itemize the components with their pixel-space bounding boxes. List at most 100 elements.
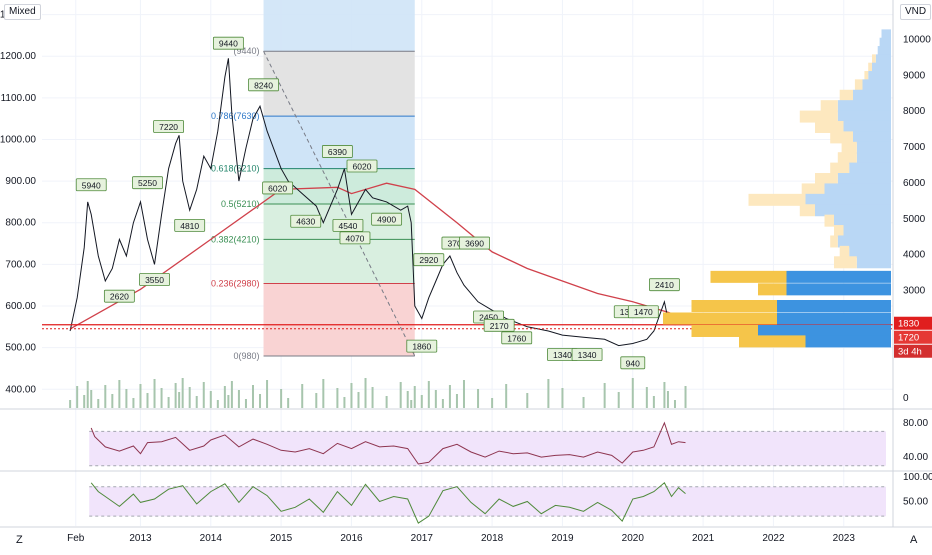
moving-average-line bbox=[69, 182, 686, 330]
volume-bar bbox=[561, 388, 564, 408]
peak-label: 1470 bbox=[634, 307, 653, 317]
peak-label-box bbox=[132, 176, 163, 190]
volume-bar bbox=[582, 397, 585, 408]
x-axis-tick: 2015 bbox=[270, 533, 293, 544]
volume-profile-down bbox=[839, 89, 853, 102]
fib-level-label: 0.236(2980) bbox=[211, 279, 260, 289]
peak-label: 4900 bbox=[377, 215, 396, 225]
stoch-axis-tick: 50.00 bbox=[903, 496, 928, 507]
volume-bar bbox=[666, 391, 669, 408]
peak-label: 8240 bbox=[254, 80, 273, 90]
volume-bar bbox=[399, 382, 402, 408]
x-axis-tick: 2018 bbox=[481, 533, 504, 544]
x-axis-tick: 2019 bbox=[551, 533, 574, 544]
peak-label: 9440 bbox=[219, 39, 238, 49]
volume-bar bbox=[153, 379, 156, 408]
x-axis-tick: 2023 bbox=[833, 533, 856, 544]
volume-bar bbox=[410, 400, 413, 408]
volume-profile-up bbox=[758, 324, 891, 337]
peak-label: 6390 bbox=[328, 147, 347, 157]
fib-level-label: 0(980) bbox=[234, 351, 260, 361]
peak-label: 5940 bbox=[82, 180, 101, 190]
volume-bar bbox=[477, 389, 480, 408]
peak-label: 6020 bbox=[353, 162, 372, 172]
peak-label-box bbox=[139, 273, 170, 286]
rsi-axis-tick: 80.00 bbox=[903, 418, 928, 429]
volume-bar bbox=[266, 380, 269, 408]
volume-bar bbox=[673, 400, 676, 408]
left-axis-tick: 900.00 bbox=[5, 176, 36, 187]
volume-bar bbox=[160, 388, 163, 408]
volume-profile-down bbox=[710, 270, 787, 283]
left-axis-tick: 1000.00 bbox=[0, 134, 36, 145]
volume-bar bbox=[547, 379, 550, 408]
right-axis-tick: 7000 bbox=[903, 142, 926, 153]
stoch-axis-tick: 100.00 bbox=[903, 472, 932, 483]
peak-label: 1860 bbox=[412, 342, 431, 352]
volume-bar bbox=[315, 393, 318, 408]
x-axis-tick: 2013 bbox=[129, 533, 152, 544]
right-axis-tick: 9000 bbox=[903, 70, 926, 81]
volume-bar bbox=[202, 382, 205, 408]
auto-scale-toggle-left[interactable]: Z bbox=[16, 534, 23, 546]
left-axis-tick: 1200.00 bbox=[0, 51, 36, 62]
fib-level-label: (9440) bbox=[234, 46, 260, 56]
peak-label: 2620 bbox=[110, 292, 129, 302]
volume-bar bbox=[280, 389, 283, 408]
currency-label[interactable]: VND bbox=[900, 4, 932, 20]
peak-label: 4810 bbox=[180, 221, 199, 231]
volume-bar bbox=[209, 391, 212, 408]
volume-profile-down bbox=[691, 324, 758, 337]
volume-profile-down bbox=[830, 235, 838, 248]
stoch-line bbox=[90, 482, 686, 524]
auto-scale-toggle-right[interactable]: A bbox=[910, 534, 918, 546]
price-badge-label: 1720 bbox=[898, 333, 919, 344]
peak-label-box bbox=[153, 120, 184, 133]
volume-bar bbox=[223, 386, 226, 408]
peak-label: 2170 bbox=[490, 321, 509, 331]
fib-zone-786-618 bbox=[263, 116, 415, 169]
volume-profile-up bbox=[853, 131, 891, 144]
peak-label: 1340 bbox=[553, 350, 572, 360]
right-axis-tick: 0 bbox=[903, 393, 909, 404]
x-axis-tick: 2014 bbox=[200, 533, 223, 544]
volume-profile-up bbox=[856, 141, 891, 154]
volume-bar bbox=[434, 390, 437, 408]
peak-label: 2450 bbox=[479, 313, 498, 323]
left-axis-tick: 800.00 bbox=[5, 218, 36, 229]
peak-label: 7220 bbox=[159, 122, 178, 132]
volume-profile-up bbox=[837, 235, 891, 248]
right-axis-tick: 4000 bbox=[903, 250, 926, 261]
x-axis-tick: 2022 bbox=[762, 533, 785, 544]
scale-mode-label[interactable]: Mixed bbox=[4, 4, 41, 20]
volume-bar bbox=[174, 383, 177, 408]
volume-bar bbox=[455, 394, 458, 408]
x-axis-tick: Feb bbox=[67, 533, 85, 544]
volume-bar bbox=[181, 378, 184, 408]
volume-bar bbox=[343, 397, 346, 408]
volume-profile-down bbox=[834, 256, 857, 269]
volume-bar bbox=[97, 399, 100, 408]
peak-label: 1760 bbox=[507, 333, 526, 343]
volume-profile-down bbox=[854, 79, 863, 92]
volume-bar bbox=[491, 398, 494, 408]
fib-level-label: 0.618(6210) bbox=[211, 164, 260, 174]
volume-bar bbox=[364, 378, 367, 408]
peak-label-box bbox=[346, 159, 378, 173]
volume-bar bbox=[301, 384, 304, 408]
volume-profile-up bbox=[856, 152, 891, 165]
volume-profile-up bbox=[853, 89, 891, 102]
volume-bar bbox=[111, 394, 114, 408]
volume-bar bbox=[350, 383, 353, 408]
peak-label-box bbox=[413, 253, 445, 267]
fib-level-label: 0.786(7630) bbox=[211, 111, 260, 121]
x-axis-tick: 2016 bbox=[340, 533, 363, 544]
volume-bar bbox=[652, 396, 655, 408]
peak-label-box bbox=[75, 178, 107, 192]
volume-profile-down bbox=[837, 152, 857, 165]
volume-profile-up bbox=[837, 100, 891, 113]
volume-bar bbox=[188, 387, 191, 408]
volume-bar bbox=[259, 394, 262, 408]
